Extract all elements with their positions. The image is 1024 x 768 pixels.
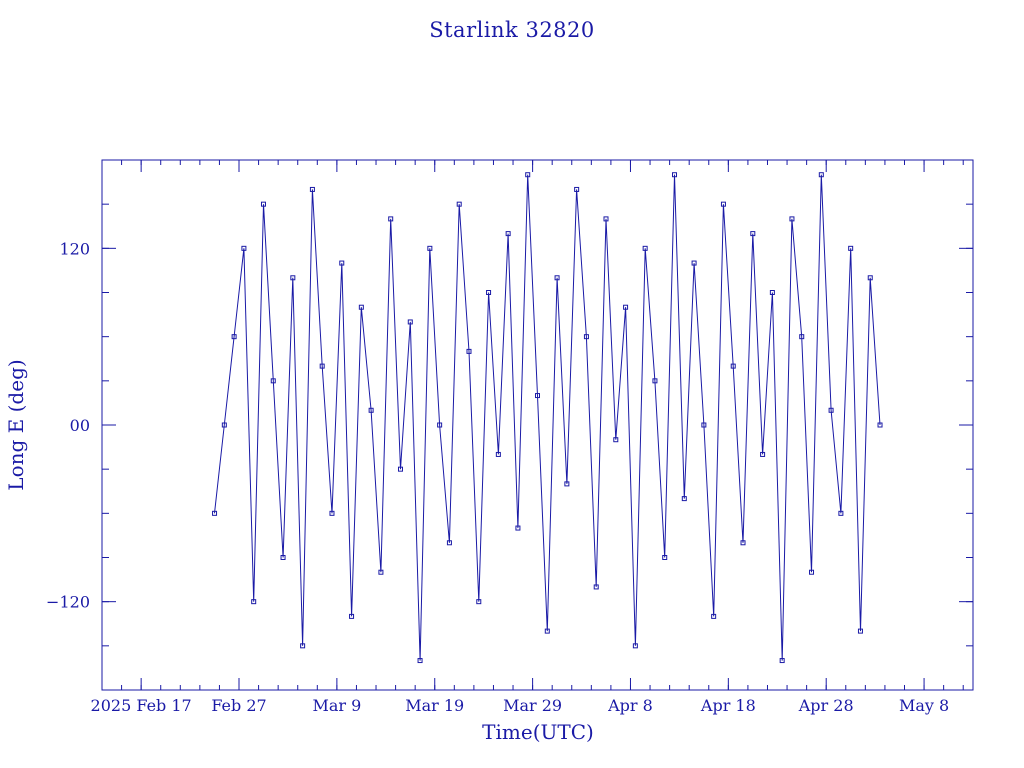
- data-point: [632, 643, 638, 649]
- data-point: [623, 304, 629, 310]
- data-point: [446, 540, 452, 546]
- data-point: [818, 172, 824, 178]
- x-tick-label: Feb 27: [211, 696, 266, 715]
- data-point: [613, 437, 619, 443]
- data-point: [740, 540, 746, 546]
- data-point: [701, 422, 707, 428]
- data-point: [593, 584, 599, 590]
- data-point: [857, 628, 863, 634]
- data-point: [456, 201, 462, 207]
- data-point: [231, 334, 237, 340]
- data-point: [241, 245, 247, 251]
- data-point: [711, 613, 717, 619]
- data-point: [535, 393, 540, 399]
- plot-frame: [101, 159, 974, 691]
- data-point: [476, 599, 482, 605]
- data-point: [554, 275, 560, 281]
- data-point: [251, 599, 257, 605]
- data-point: [652, 378, 658, 384]
- data-point: [789, 216, 795, 222]
- data-point: [515, 525, 521, 531]
- x-tick-label: Apr 28: [798, 696, 854, 715]
- data-point: [603, 216, 609, 222]
- data-point: [505, 231, 511, 237]
- series-line: [214, 174, 881, 661]
- data-point: [779, 658, 785, 664]
- data-point: [427, 245, 433, 251]
- data-point: [466, 348, 472, 354]
- data-point: [642, 245, 648, 251]
- data-point: [750, 231, 756, 237]
- data-point: [525, 172, 531, 178]
- y-tick-label: 120: [59, 239, 90, 258]
- data-point: [309, 186, 315, 192]
- data-point: [760, 451, 766, 457]
- x-tick-label: Mar 29: [503, 696, 562, 715]
- data-point: [300, 643, 306, 649]
- data-point: [437, 422, 443, 428]
- chart-title: Starlink 32820: [429, 18, 595, 42]
- data-point: [358, 304, 364, 310]
- x-tick-label: 2025 Feb 17: [91, 696, 192, 715]
- data-point: [349, 613, 355, 619]
- data-point: [681, 496, 687, 502]
- data-point: [769, 290, 775, 295]
- x-tick-label: Apr 18: [700, 696, 756, 715]
- series-group: [212, 172, 883, 664]
- data-point: [564, 481, 570, 487]
- data-point: [495, 451, 501, 457]
- data-point: [672, 172, 678, 178]
- x-tick-label: Mar 19: [405, 696, 464, 715]
- data-point: [397, 466, 403, 472]
- data-point: [388, 216, 394, 222]
- data-point: [329, 510, 335, 516]
- data-point: [799, 334, 805, 340]
- data-point: [809, 569, 815, 575]
- data-point: [417, 658, 423, 664]
- data-point: [544, 628, 550, 634]
- data-point: [730, 363, 736, 369]
- data-point: [319, 363, 325, 369]
- y-axis-label: Long E (deg): [4, 359, 28, 490]
- y-tick-label: −120: [46, 593, 90, 612]
- data-point: [838, 510, 844, 516]
- data-point: [877, 422, 883, 428]
- data-point: [280, 555, 286, 560]
- x-tick-label: Apr 8: [607, 696, 653, 715]
- data-point: [867, 275, 873, 281]
- data-point: [368, 407, 374, 413]
- data-point: [339, 260, 345, 266]
- x-axis-label: Time(UTC): [482, 720, 594, 744]
- data-point: [486, 290, 492, 295]
- data-point: [848, 245, 854, 251]
- data-point: [574, 186, 580, 192]
- data-point: [691, 260, 697, 266]
- data-point: [221, 422, 227, 428]
- data-point: [260, 201, 266, 207]
- data-point: [212, 510, 218, 516]
- data-point: [270, 378, 276, 384]
- x-tick-label: May 8: [899, 696, 949, 715]
- data-point: [662, 555, 668, 560]
- y-tick-label: 00: [70, 416, 90, 435]
- data-point: [720, 201, 726, 207]
- plot-area: [212, 172, 883, 664]
- axes: 2025 Feb 17 Feb 27 Mar 9 Mar 19 Mar 29 Apr 8 A…: [46, 160, 973, 715]
- data-point: [407, 319, 413, 325]
- data-point: [378, 569, 384, 575]
- x-tick-label: Mar 9: [312, 696, 361, 715]
- data-point: [583, 334, 589, 340]
- data-point: [290, 275, 296, 281]
- data-point: [828, 407, 834, 413]
